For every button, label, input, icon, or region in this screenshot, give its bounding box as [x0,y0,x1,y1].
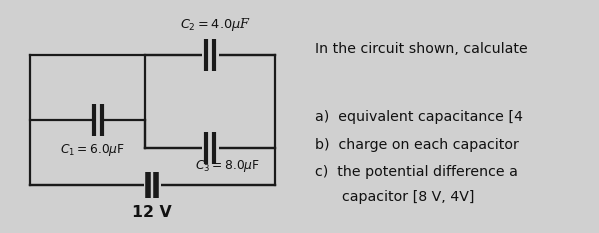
Text: In the circuit shown, calculate: In the circuit shown, calculate [315,42,528,56]
Text: a)  equivalent capacitance [4: a) equivalent capacitance [4 [315,110,523,124]
Text: b)  charge on each capacitor: b) charge on each capacitor [315,138,519,152]
Text: $C_3 = 8.0\mu$F: $C_3 = 8.0\mu$F [195,158,261,174]
Text: 12 V: 12 V [132,205,172,220]
Text: $C_2 = 4.0\mu$F: $C_2 = 4.0\mu$F [180,16,250,33]
Text: $C_1 = 6.0\mu$F: $C_1 = 6.0\mu$F [60,142,126,158]
Text: capacitor [8 V, 4V]: capacitor [8 V, 4V] [315,190,474,204]
Text: c)  the potential difference a: c) the potential difference a [315,165,518,179]
